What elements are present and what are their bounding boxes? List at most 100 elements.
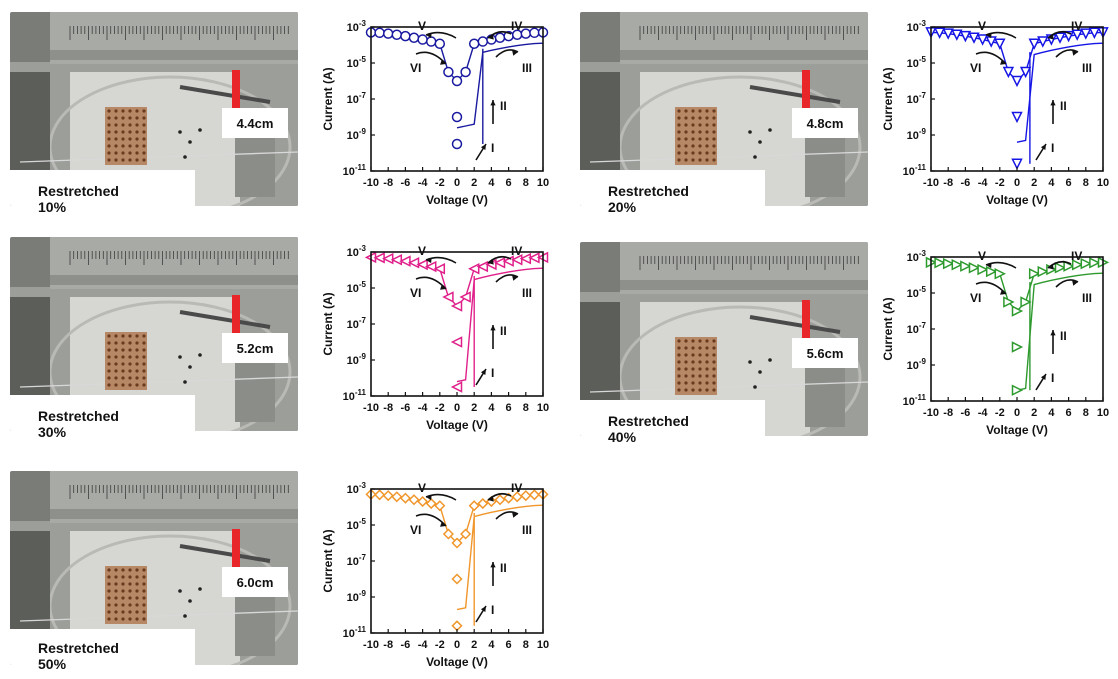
- mesh-cell: [114, 137, 118, 141]
- arrow-head: [490, 325, 496, 331]
- data-point: [1020, 296, 1032, 308]
- mesh-cell: [705, 144, 709, 148]
- arrow-head: [480, 606, 486, 612]
- mesh-cell: [121, 610, 125, 614]
- mesh-cell: [128, 610, 132, 614]
- mesh-cell: [121, 369, 125, 373]
- mesh-cell: [128, 376, 132, 380]
- x-tick-label: 0: [454, 639, 460, 651]
- mesh-base: [675, 107, 717, 165]
- data-point: [933, 27, 946, 39]
- mesh-cell: [691, 381, 695, 385]
- data-point: [985, 265, 998, 278]
- data-point: [390, 254, 403, 266]
- arrow-line: [495, 511, 519, 520]
- caliper-rail: [50, 275, 298, 285]
- iv-plot: -10 -8 -6 -4 -2 0 2 4 6 8 10 10-11 10-9 10-7 10-5 10-3 V…: [876, 12, 1116, 212]
- y-tick-label: 10-11: [343, 163, 367, 178]
- mesh-cell: [135, 568, 139, 572]
- mesh-cell: [107, 116, 111, 120]
- dot: [198, 353, 202, 357]
- x-tick-label: -10: [363, 177, 379, 189]
- mesh-cell: [684, 116, 688, 120]
- mesh-cell: [677, 367, 681, 371]
- x-tick-label: 2: [1031, 177, 1037, 189]
- data-point: [451, 537, 463, 549]
- y-tick-label: 10-9: [347, 352, 367, 367]
- mesh-cell: [135, 158, 139, 162]
- data-point: [443, 66, 454, 78]
- mesh-cell: [114, 603, 118, 607]
- mesh-cell: [142, 376, 146, 380]
- arrow-head: [512, 512, 518, 518]
- caption: Restretched 40%: [608, 413, 689, 445]
- region-label: IV: [1071, 249, 1082, 263]
- mesh-cell: [128, 116, 132, 120]
- mesh-cell: [705, 374, 709, 378]
- arrow-line: [487, 255, 512, 264]
- mesh-base: [105, 332, 147, 390]
- x-axis-label: Voltage (V): [426, 193, 488, 207]
- wire: [589, 381, 868, 393]
- arrow-head: [426, 494, 432, 501]
- x-tick-label: 6: [506, 402, 512, 414]
- y-tick-label: 10-5: [347, 517, 367, 532]
- photo-image: 6.0cm: [10, 471, 298, 665]
- data-point: [951, 259, 963, 271]
- mesh-cell: [135, 334, 139, 338]
- mesh-cell: [142, 158, 146, 162]
- x-tick-label: 0: [454, 177, 460, 189]
- mesh-cell: [114, 109, 118, 113]
- data-point: [468, 263, 480, 275]
- data-point: [1063, 260, 1075, 272]
- y-tick-label: 10-7: [907, 321, 927, 336]
- device-mesh: [105, 566, 147, 624]
- mesh-cell: [114, 575, 118, 579]
- mesh-cell: [705, 137, 709, 141]
- data-point: [959, 30, 972, 43]
- x-tick-label: -4: [418, 402, 429, 414]
- dot: [753, 385, 757, 389]
- mesh-cell: [107, 355, 111, 359]
- data-point: [942, 257, 955, 270]
- data-point: [1089, 257, 1101, 269]
- dot: [758, 140, 762, 144]
- axes-frame: [930, 26, 1104, 172]
- region-label: II: [1060, 329, 1067, 343]
- x-tick-label: -8: [943, 407, 953, 419]
- data-point: [1037, 36, 1049, 48]
- caption: Restretched 20%: [608, 183, 689, 215]
- region-label: I: [491, 603, 494, 617]
- mesh-cell: [698, 360, 702, 364]
- mesh-cell: [677, 374, 681, 378]
- mesh-cell: [128, 582, 132, 586]
- mesh-cell: [691, 158, 695, 162]
- mesh-cell: [142, 334, 146, 338]
- mesh-cell: [705, 151, 709, 155]
- mesh-base: [675, 337, 717, 395]
- mesh-cell: [114, 610, 118, 614]
- mesh-cell: [135, 341, 139, 345]
- mesh-cell: [128, 158, 132, 162]
- mesh-cell: [107, 151, 111, 155]
- x-tick-label: 0: [454, 402, 460, 414]
- mesh-cell: [128, 362, 132, 366]
- mesh-cell: [135, 151, 139, 155]
- x-tick-label: -6: [961, 407, 971, 419]
- dot: [748, 360, 752, 364]
- caption: Restretched 30%: [38, 408, 119, 440]
- mesh-cell: [691, 137, 695, 141]
- mesh-cell: [128, 334, 132, 338]
- data-point: [408, 494, 420, 506]
- mesh-cell: [121, 568, 125, 572]
- x-tick-label: 0: [1014, 407, 1020, 419]
- arrow-line: [1047, 30, 1072, 39]
- data-point: [942, 28, 954, 40]
- mesh-cell: [142, 151, 146, 155]
- plot-svg: -10 -8 -6 -4 -2 0 2 4 6 8 10 10-11 10-9 10-7 10-5 10-3 V…: [321, 244, 549, 432]
- iv-plot: -10 -8 -6 -4 -2 0 2 4 6 8 10 10-11 10-9 10-7 10-5 10-3 V…: [316, 237, 556, 437]
- mesh-cell: [705, 116, 709, 120]
- x-tick-label: -4: [978, 177, 989, 189]
- mesh-cell: [128, 617, 132, 621]
- measure-label: 4.4cm: [237, 116, 274, 131]
